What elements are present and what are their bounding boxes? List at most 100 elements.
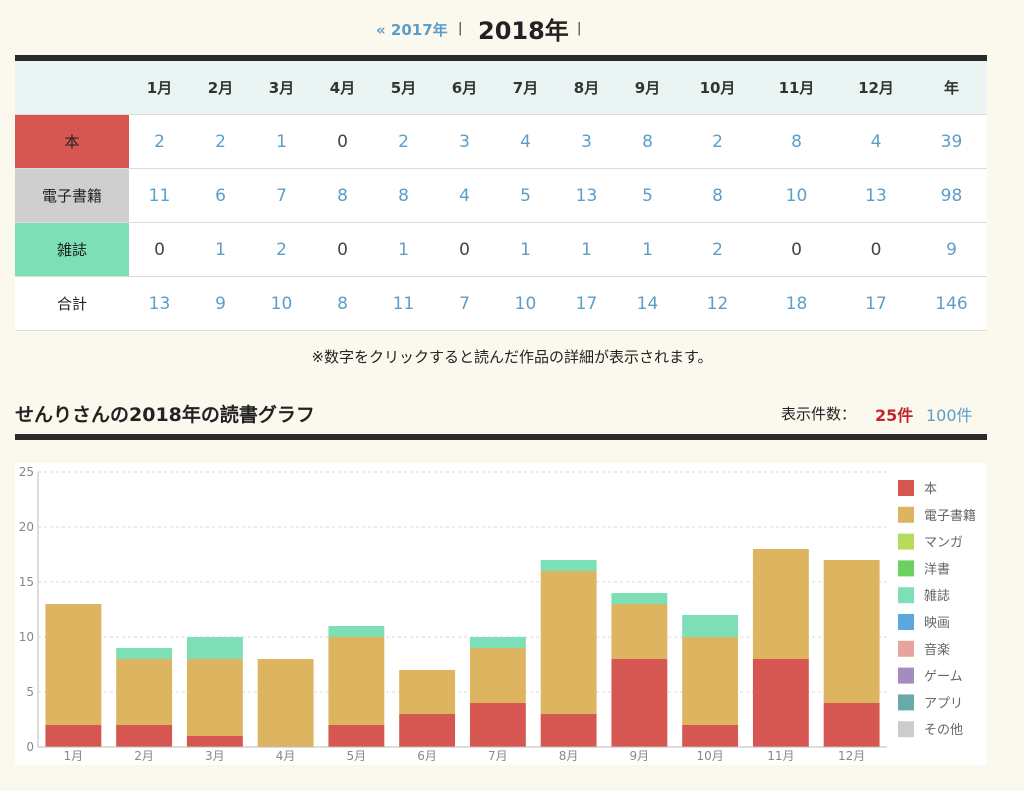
- count-link[interactable]: 17: [556, 277, 617, 331]
- legend-label: 本: [924, 482, 937, 497]
- bar-segment: [116, 725, 172, 747]
- count-link[interactable]: 8: [757, 115, 836, 169]
- legend-swatch: [898, 587, 914, 603]
- y-tick-label: 20: [19, 520, 34, 534]
- bar-segment: [187, 736, 243, 747]
- count-link[interactable]: 6: [190, 169, 251, 223]
- count-link[interactable]: 1: [556, 223, 617, 277]
- count-link[interactable]: 8: [312, 277, 373, 331]
- reading-chart: 0 5 10 15 20 25 1月 2月 3月 4月 5月 6月 7月 8月 9月 10月 11月 12月 本電子…: [15, 463, 987, 765]
- count-option-25[interactable]: 25件: [875, 402, 913, 426]
- count-link[interactable]: 11: [373, 277, 434, 331]
- count-link[interactable]: 13: [129, 277, 190, 331]
- column-header: 8月: [556, 58, 617, 115]
- x-tick-label: 9月: [630, 749, 650, 763]
- bar-segment: [470, 637, 526, 648]
- count-link[interactable]: 2: [373, 115, 434, 169]
- corner-cell: [15, 58, 129, 115]
- count-label: 表示件数：: [781, 403, 856, 424]
- count-cell: 0: [434, 223, 495, 277]
- count-link[interactable]: 1: [617, 223, 678, 277]
- count-link[interactable]: 1: [373, 223, 434, 277]
- legend-label: 音楽: [924, 642, 950, 658]
- column-header: 5月: [373, 58, 434, 115]
- count-option-100[interactable]: 100件: [926, 402, 973, 426]
- legend-swatch: [898, 721, 914, 737]
- count-link[interactable]: 8: [678, 169, 757, 223]
- bar-segment: [824, 703, 880, 747]
- count-link[interactable]: 2: [251, 223, 312, 277]
- y-tick-label: 5: [26, 685, 34, 699]
- count-link[interactable]: 4: [836, 115, 916, 169]
- legend-label: その他: [924, 723, 963, 738]
- count-link[interactable]: 2: [678, 115, 757, 169]
- count-link[interactable]: 2: [190, 115, 251, 169]
- count-link[interactable]: 10: [757, 169, 836, 223]
- count-link[interactable]: 9: [190, 277, 251, 331]
- count-link[interactable]: 5: [495, 169, 556, 223]
- count-link[interactable]: 4: [434, 169, 495, 223]
- x-tick-label: 8月: [559, 749, 579, 763]
- count-link[interactable]: 9: [916, 223, 987, 277]
- row-label: 本: [15, 115, 129, 169]
- count-link[interactable]: 17: [836, 277, 916, 331]
- count-link[interactable]: 10: [495, 277, 556, 331]
- graph-divider: [15, 434, 987, 440]
- column-header: 2月: [190, 58, 251, 115]
- count-link[interactable]: 146: [916, 277, 987, 331]
- nav-separator: |: [577, 21, 581, 36]
- count-link[interactable]: 7: [434, 277, 495, 331]
- legend-label: ゲーム: [924, 670, 963, 685]
- legend-swatch: [898, 668, 914, 684]
- count-link[interactable]: 13: [836, 169, 916, 223]
- column-header: 1月: [129, 58, 190, 115]
- count-link[interactable]: 1: [251, 115, 312, 169]
- prev-year-link[interactable]: « 2017年: [376, 19, 448, 40]
- bar-segment: [258, 659, 314, 747]
- count-link[interactable]: 8: [373, 169, 434, 223]
- bar-segment: [187, 659, 243, 736]
- y-tick-label: 25: [19, 465, 34, 479]
- table-row: 合計 13 9 10 8 11 7 10 17 14 12 18 17 146: [15, 277, 987, 331]
- count-link[interactable]: 18: [757, 277, 836, 331]
- column-header: 12月: [836, 58, 916, 115]
- count-link[interactable]: 3: [434, 115, 495, 169]
- table-header-row: 1月 2月 3月 4月 5月 6月 7月 8月 9月 10月 11月 12月 年: [15, 58, 987, 115]
- count-link[interactable]: 7: [251, 169, 312, 223]
- count-link[interactable]: 1: [190, 223, 251, 277]
- count-link[interactable]: 11: [129, 169, 190, 223]
- count-link[interactable]: 4: [495, 115, 556, 169]
- column-header: 4月: [312, 58, 373, 115]
- count-link[interactable]: 10: [251, 277, 312, 331]
- count-cell: 0: [836, 223, 916, 277]
- count-link[interactable]: 1: [495, 223, 556, 277]
- bar-segment: [399, 714, 455, 747]
- count-link[interactable]: 8: [312, 169, 373, 223]
- count-link[interactable]: 14: [617, 277, 678, 331]
- count-link[interactable]: 98: [916, 169, 987, 223]
- table-row: 電子書籍 11 6 7 8 8 4 5 13 5 8 10 13 98: [15, 169, 987, 223]
- legend-label: マンガ: [924, 536, 963, 551]
- bar-segment: [470, 703, 526, 747]
- count-link[interactable]: 2: [129, 115, 190, 169]
- count-link[interactable]: 13: [556, 169, 617, 223]
- bar-segment: [45, 604, 101, 725]
- bar-segment: [328, 725, 384, 747]
- bar-segment: [541, 560, 597, 571]
- count-link[interactable]: 2: [678, 223, 757, 277]
- legend-label: 洋書: [924, 562, 950, 577]
- bar-segment: [328, 637, 384, 725]
- bar-segment: [541, 571, 597, 714]
- count-link[interactable]: 12: [678, 277, 757, 331]
- count-link[interactable]: 8: [617, 115, 678, 169]
- click-note: ※数字をクリックすると読んだ作品の詳細が表示されます。: [0, 346, 1024, 367]
- legend-swatch: [898, 694, 914, 710]
- count-link[interactable]: 39: [916, 115, 987, 169]
- x-tick-label: 11月: [767, 749, 794, 763]
- legend-swatch: [898, 534, 914, 550]
- count-link[interactable]: 5: [617, 169, 678, 223]
- y-tick-label: 10: [19, 630, 34, 644]
- legend-label: 映画: [924, 616, 950, 631]
- count-link[interactable]: 3: [556, 115, 617, 169]
- legend-swatch: [898, 480, 914, 496]
